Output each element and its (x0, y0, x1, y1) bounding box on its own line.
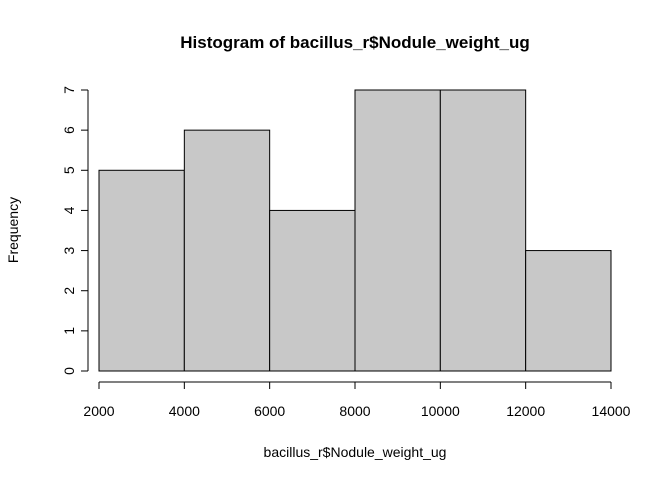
y-tick-label: 0 (61, 367, 77, 375)
y-tick-label: 7 (61, 86, 77, 94)
histogram-bar (354, 89, 441, 372)
histogram-bar (525, 250, 612, 372)
histogram-bar (439, 89, 527, 372)
y-axis-label: Frequency (5, 197, 21, 263)
x-tick-label: 6000 (254, 403, 285, 419)
histogram-bar (183, 129, 271, 372)
x-tick-label: 4000 (169, 403, 200, 419)
x-axis-label: bacillus_r$Nodule_weight_ug (264, 444, 447, 460)
x-tick-label: 2000 (83, 403, 114, 419)
histogram-bar (98, 169, 185, 372)
y-tick-label: 1 (61, 327, 77, 335)
histogram-bars (98, 89, 612, 372)
x-tick-label: 10000 (421, 403, 460, 419)
y-axis: 0 1 2 3 4 5 6 7 (61, 86, 89, 375)
x-tick-label: 12000 (506, 403, 545, 419)
y-tick-label: 5 (61, 166, 77, 174)
chart-title: Histogram of bacillus_r$Nodule_weight_ug (180, 33, 530, 52)
x-tick-label: 8000 (339, 403, 370, 419)
y-tick-label: 2 (61, 287, 77, 295)
histogram-bar (269, 209, 356, 372)
y-tick-label: 4 (61, 206, 77, 214)
x-tick-label: 14000 (592, 403, 631, 419)
y-tick-label: 3 (61, 246, 77, 254)
y-tick-label: 6 (61, 126, 77, 134)
x-axis: 2000 4000 6000 8000 10000 12000 14000 (83, 381, 631, 419)
